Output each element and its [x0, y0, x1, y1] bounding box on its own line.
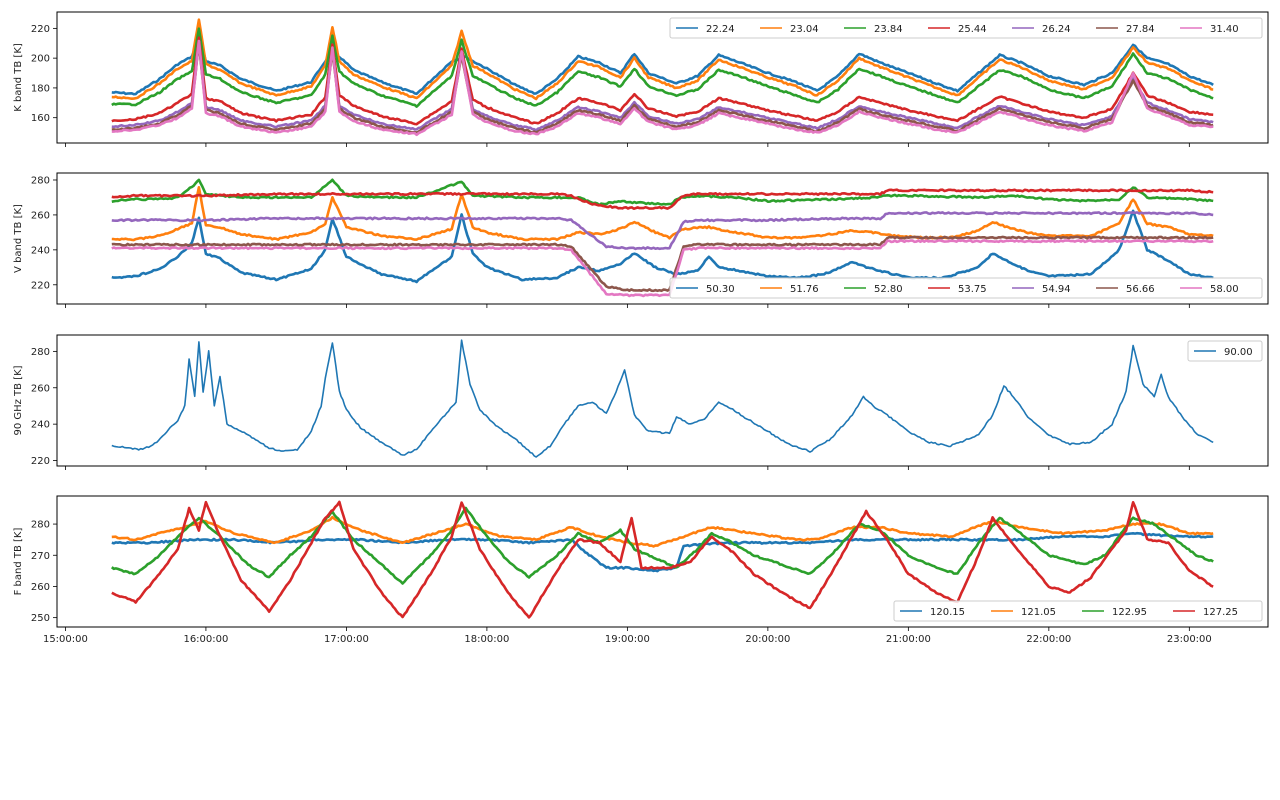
y-tick-label: 270 — [31, 551, 50, 562]
x-tick-label: 21:00:00 — [886, 634, 931, 645]
y-tick-label: 160 — [31, 113, 50, 124]
series-line-58-00 — [111, 239, 1214, 298]
legend-box — [669, 17, 1263, 39]
legend-label: 31.40 — [1210, 24, 1239, 35]
legend: 50.30 51.76 52.80 53.75 54.94 56.66 58.00 — [669, 277, 1263, 299]
legend: 120.15 121.05 122.95 127.25 — [893, 600, 1263, 622]
legend-label: 122.95 — [1112, 607, 1147, 618]
y-tick-label: 220 — [31, 456, 50, 467]
x-tick-label: 22:00:00 — [1026, 634, 1071, 645]
series-line-90-00 — [111, 339, 1214, 458]
y-tick-label: 280 — [31, 520, 50, 531]
series-line-31-40 — [111, 39, 1214, 137]
axes-frame — [56, 495, 1269, 628]
x-tick-label: 17:00:00 — [324, 634, 369, 645]
legend-label: 58.00 — [1210, 284, 1239, 295]
y-tick-label: 260 — [31, 383, 50, 394]
legend-label: 53.75 — [958, 284, 987, 295]
legend-box — [1187, 340, 1263, 362]
plot-area — [111, 178, 1214, 298]
x-tick-label: 19:00:00 — [605, 634, 650, 645]
series-line-54-94 — [111, 211, 1214, 251]
axes-frame — [56, 11, 1269, 144]
series-line-51-76 — [111, 186, 1214, 242]
x-tick-label: 20:00:00 — [745, 634, 790, 645]
series-line-25-44 — [111, 36, 1214, 126]
y-tick-label: 200 — [31, 54, 50, 65]
y-tick-label: 260 — [31, 210, 50, 221]
legend-label: 27.84 — [1126, 24, 1155, 35]
legend-label: 52.80 — [874, 284, 903, 295]
series-line-50-30 — [111, 209, 1214, 284]
legend-label: 54.94 — [1042, 284, 1071, 295]
x-tick-label: 16:00:00 — [183, 634, 228, 645]
y-tick-label: 220 — [31, 24, 50, 35]
y-tick-label: 240 — [31, 245, 50, 256]
legend-box — [669, 277, 1263, 299]
plot-area — [111, 339, 1214, 458]
series-line-23-04 — [111, 18, 1214, 101]
legend-box — [893, 600, 1263, 622]
series-line-53-75 — [111, 188, 1214, 210]
y-axis-label: V band TB [K] — [13, 204, 24, 273]
y-axis-label: 90 GHz TB [K] — [13, 365, 24, 435]
legend-label: 51.76 — [790, 284, 819, 295]
series-line-56-66 — [111, 235, 1214, 293]
legend-label: 25.44 — [958, 24, 987, 35]
legend-label: 23.04 — [790, 24, 819, 35]
panel-f-band: 250 260 270 280 F band TB [K] 15:00:00 16:00:0… — [13, 495, 1269, 645]
legend-label: 26.24 — [1042, 24, 1071, 35]
panel-90ghz: 220 240 260 280 90 GHz TB [K] 90.00 — [13, 334, 1269, 470]
legend-label: 127.25 — [1203, 607, 1238, 618]
x-tick-label: 18:00:00 — [464, 634, 509, 645]
series-line-52-80 — [111, 178, 1214, 207]
x-tick-label: 15:00:00 — [43, 634, 88, 645]
y-tick-label: 240 — [31, 420, 50, 431]
y-axis-label: K band TB [K] — [13, 43, 24, 112]
y-tick-label: 180 — [31, 83, 50, 94]
legend-label: 56.66 — [1126, 284, 1155, 295]
series-line-127-25 — [111, 500, 1214, 619]
legend-label: 120.15 — [930, 607, 965, 618]
series-line-27-84 — [111, 41, 1214, 134]
axes-frame — [56, 334, 1269, 467]
y-tick-label: 260 — [31, 582, 50, 593]
y-tick-label: 280 — [31, 347, 50, 358]
series-line-22-24 — [111, 37, 1214, 96]
series-line-121-05 — [111, 515, 1214, 548]
legend-label: 50.30 — [706, 284, 735, 295]
y-tick-label: 250 — [31, 613, 50, 624]
legend-label: 121.05 — [1021, 607, 1056, 618]
legend-label: 90.00 — [1224, 347, 1253, 358]
series-line-120-15 — [111, 531, 1214, 573]
legend: 22.24 23.04 23.84 25.44 26.24 27.84 31.40 — [669, 17, 1263, 39]
series-line-122-95 — [110, 506, 1214, 585]
legend-label: 23.84 — [874, 24, 903, 35]
axes-frame — [56, 172, 1269, 305]
y-axis-label: F band TB [K] — [13, 528, 24, 596]
panel-v-band: 220 240 260 280 V band TB [K] 50.30 51.76 52.80… — [13, 172, 1269, 308]
x-tick-label: 23:00:00 — [1167, 634, 1212, 645]
plot-area — [110, 500, 1214, 619]
plot-area — [111, 18, 1214, 137]
series-line-23-84 — [111, 27, 1214, 108]
panel-k-band: 160 180 200 220 K band TB [K] 22.24 23.04 23.84… — [13, 11, 1269, 147]
series-line-26-24 — [111, 39, 1214, 132]
y-tick-label: 280 — [31, 175, 50, 186]
y-tick-label: 220 — [31, 280, 50, 291]
legend-label: 22.24 — [706, 24, 735, 35]
legend: 90.00 — [1187, 340, 1263, 362]
